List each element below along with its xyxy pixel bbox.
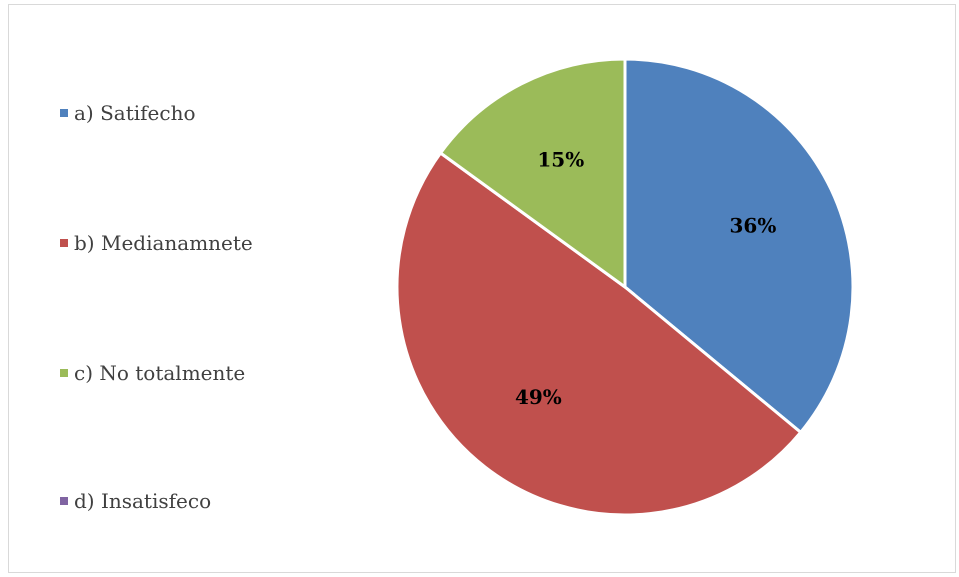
legend-item-d: d) Insatisfeco [60, 489, 211, 513]
legend-item-c: c) No totalmente [60, 361, 245, 385]
slice-label-medianamnete: 49% [515, 385, 562, 409]
slice-satifecho [623, 57, 855, 435]
legend-label-a: a) Satifecho [74, 101, 196, 125]
slice-label-no-totalmente: 15% [537, 148, 584, 172]
legend-swatch-b [60, 239, 68, 247]
legend-label-d: d) Insatisfeco [74, 489, 212, 513]
legend-label-b: b) Medianamnete [74, 231, 253, 255]
slice-medianamnete [395, 150, 803, 517]
chart-legend: a) Satifecho b) Medianamnete c) No total… [60, 0, 320, 577]
slice-label-satifecho: 36% [729, 213, 776, 237]
slice-no-totalmente [438, 57, 627, 290]
legend-swatch-a [60, 109, 68, 117]
legend-swatch-d [60, 497, 68, 505]
legend-item-a: a) Satifecho [60, 101, 196, 125]
legend-label-c: c) No totalmente [74, 361, 246, 385]
legend-item-b: b) Medianamnete [60, 231, 253, 255]
legend-swatch-c [60, 369, 68, 377]
